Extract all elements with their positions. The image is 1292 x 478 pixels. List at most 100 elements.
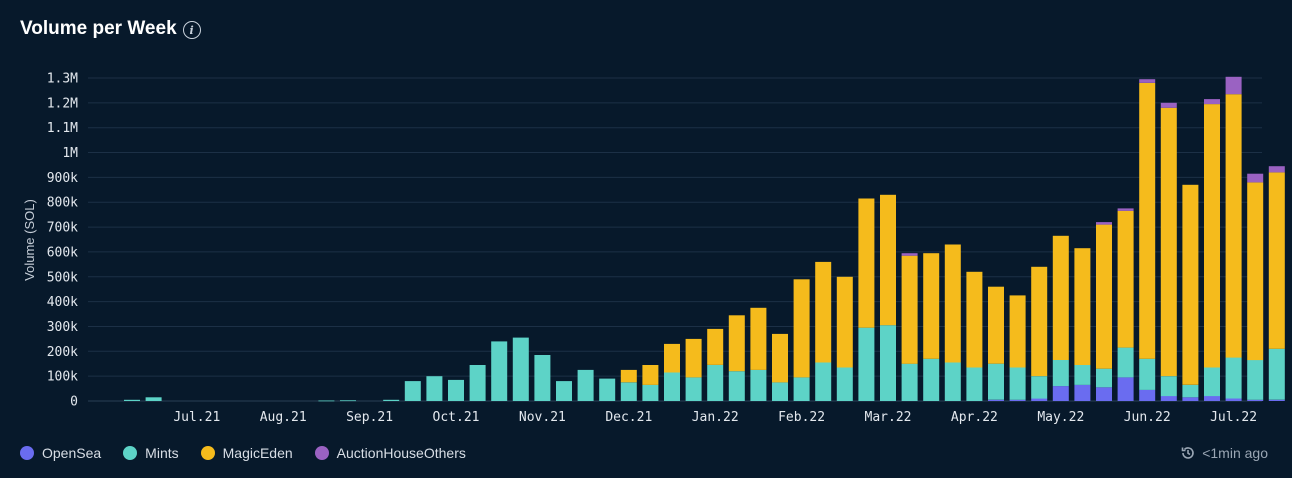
bar-segment-opensea[interactable] xyxy=(1160,396,1177,401)
bar-segment-magiceden[interactable] xyxy=(988,286,1004,364)
bar-segment-opensea[interactable] xyxy=(1074,384,1091,401)
bar-segment-magiceden[interactable] xyxy=(1052,235,1069,360)
bar-segment-mints[interactable] xyxy=(793,377,810,401)
bar-segment-magiceden[interactable] xyxy=(1204,104,1220,368)
bar-segment-mints[interactable] xyxy=(1225,357,1242,399)
bar-segment-mints[interactable] xyxy=(1117,347,1134,378)
bar-segment-magiceden[interactable] xyxy=(1117,210,1134,348)
legend-item-opensea[interactable]: OpenSea xyxy=(20,445,101,461)
bar-segment-magiceden[interactable] xyxy=(685,338,702,378)
bar-segment-opensea[interactable] xyxy=(1096,387,1112,401)
bar-segment-magiceden[interactable] xyxy=(1031,266,1048,377)
bar-segment-mints[interactable] xyxy=(772,382,788,401)
bar-segment-auctionhouseothers[interactable] xyxy=(1268,166,1285,173)
bar-segment-mints[interactable] xyxy=(1074,365,1091,385)
bar-segment-mints[interactable] xyxy=(556,381,572,401)
bar-segment-mints[interactable] xyxy=(944,362,961,402)
bar-segment-mints[interactable] xyxy=(901,363,918,401)
bar-segment-auctionhouseothers[interactable] xyxy=(901,253,918,256)
bar-segment-mints[interactable] xyxy=(1009,367,1026,400)
bar-segment-auctionhouseothers[interactable] xyxy=(1204,99,1220,105)
bar-segment-magiceden[interactable] xyxy=(772,333,788,383)
bar-segment-auctionhouseothers[interactable] xyxy=(1225,76,1242,95)
bar-segment-mints[interactable] xyxy=(1182,384,1199,398)
bar-segment-opensea[interactable] xyxy=(1204,396,1220,401)
bar-segment-auctionhouseothers[interactable] xyxy=(1117,208,1134,211)
bar-segment-magiceden[interactable] xyxy=(966,271,983,368)
bar-segment-mints[interactable] xyxy=(750,369,767,401)
bar-segment-mints[interactable] xyxy=(340,400,356,402)
bar-segment-mints[interactable] xyxy=(620,382,637,401)
bar-segment-opensea[interactable] xyxy=(988,399,1004,401)
bar-segment-opensea[interactable] xyxy=(1268,399,1285,401)
bar-segment-opensea[interactable] xyxy=(1052,386,1069,401)
bar-segment-magiceden[interactable] xyxy=(1009,295,1026,368)
bar-segment-mints[interactable] xyxy=(685,377,702,401)
bar-segment-magiceden[interactable] xyxy=(793,279,810,378)
bar-segment-auctionhouseothers[interactable] xyxy=(1160,102,1177,108)
bar-segment-mints[interactable] xyxy=(1268,348,1285,400)
bar-segment-mints[interactable] xyxy=(836,367,853,402)
bar-segment-magiceden[interactable] xyxy=(1268,172,1285,349)
bar-segment-mints[interactable] xyxy=(426,376,443,401)
bar-segment-opensea[interactable] xyxy=(1117,377,1134,401)
bar-segment-opensea[interactable] xyxy=(1009,399,1026,401)
bar-segment-magiceden[interactable] xyxy=(858,198,875,328)
bar-segment-magiceden[interactable] xyxy=(664,343,680,373)
bar-segment-mints[interactable] xyxy=(1096,368,1112,388)
bar-segment-opensea[interactable] xyxy=(1182,397,1199,401)
bar-segment-mints[interactable] xyxy=(124,399,140,401)
bar-segment-auctionhouseothers[interactable] xyxy=(1247,173,1264,183)
bar-segment-magiceden[interactable] xyxy=(944,244,961,363)
bar-segment-magiceden[interactable] xyxy=(923,253,940,359)
legend-item-auctionhouseothers[interactable]: AuctionHouseOthers xyxy=(314,445,466,461)
bar-segment-mints[interactable] xyxy=(664,372,680,401)
bar-segment-mints[interactable] xyxy=(880,325,896,401)
bar-segment-magiceden[interactable] xyxy=(1247,182,1264,361)
bar-segment-mints[interactable] xyxy=(491,341,508,401)
bar-segment-magiceden[interactable] xyxy=(815,261,832,363)
bar-segment-mints[interactable] xyxy=(318,400,335,402)
bar-segment-magiceden[interactable] xyxy=(1096,224,1112,369)
info-icon[interactable]: i xyxy=(182,21,201,39)
bar-segment-magiceden[interactable] xyxy=(1160,107,1177,377)
bar-segment-mints[interactable] xyxy=(1139,358,1156,390)
bar-segment-mints[interactable] xyxy=(923,358,940,401)
bar-segment-mints[interactable] xyxy=(1052,360,1069,387)
bar-segment-mints[interactable] xyxy=(599,378,616,401)
bar-segment-mints[interactable] xyxy=(1031,376,1048,399)
bar-segment-mints[interactable] xyxy=(577,369,594,401)
bar-segment-opensea[interactable] xyxy=(1225,398,1242,402)
bar-segment-mints[interactable] xyxy=(404,381,421,401)
bar-segment-mints[interactable] xyxy=(469,365,486,401)
bar-segment-magiceden[interactable] xyxy=(1139,83,1156,359)
bar-segment-mints[interactable] xyxy=(858,327,875,401)
legend-item-mints[interactable]: Mints xyxy=(123,445,179,461)
bar-segment-mints[interactable] xyxy=(966,367,983,402)
bar-segment-mints[interactable] xyxy=(145,397,162,401)
bar-segment-mints[interactable] xyxy=(448,379,464,401)
bar-segment-magiceden[interactable] xyxy=(1225,94,1242,358)
bar-segment-mints[interactable] xyxy=(512,337,529,401)
bar-segment-magiceden[interactable] xyxy=(1182,184,1199,385)
bar-segment-magiceden[interactable] xyxy=(750,307,767,370)
bar-segment-mints[interactable] xyxy=(1247,360,1264,400)
bar-segment-magiceden[interactable] xyxy=(728,315,745,372)
bar-segment-auctionhouseothers[interactable] xyxy=(1139,79,1156,83)
bar-segment-mints[interactable] xyxy=(642,384,659,401)
bar-segment-mints[interactable] xyxy=(707,365,724,401)
legend-item-magiceden[interactable]: MagicEden xyxy=(200,445,293,461)
bar-segment-mints[interactable] xyxy=(534,355,551,401)
bar-segment-mints[interactable] xyxy=(383,399,400,401)
bar-segment-magiceden[interactable] xyxy=(707,328,724,365)
bar-segment-mints[interactable] xyxy=(1204,367,1220,397)
bar-segment-mints[interactable] xyxy=(1160,376,1177,397)
bar-segment-auctionhouseothers[interactable] xyxy=(1096,222,1112,225)
bar-segment-magiceden[interactable] xyxy=(836,276,853,368)
bar-segment-magiceden[interactable] xyxy=(901,255,918,364)
bar-segment-opensea[interactable] xyxy=(1247,399,1264,401)
bar-segment-mints[interactable] xyxy=(728,371,745,401)
bar-segment-magiceden[interactable] xyxy=(1074,248,1091,365)
bar-segment-magiceden[interactable] xyxy=(642,365,659,385)
bar-segment-magiceden[interactable] xyxy=(620,369,637,383)
